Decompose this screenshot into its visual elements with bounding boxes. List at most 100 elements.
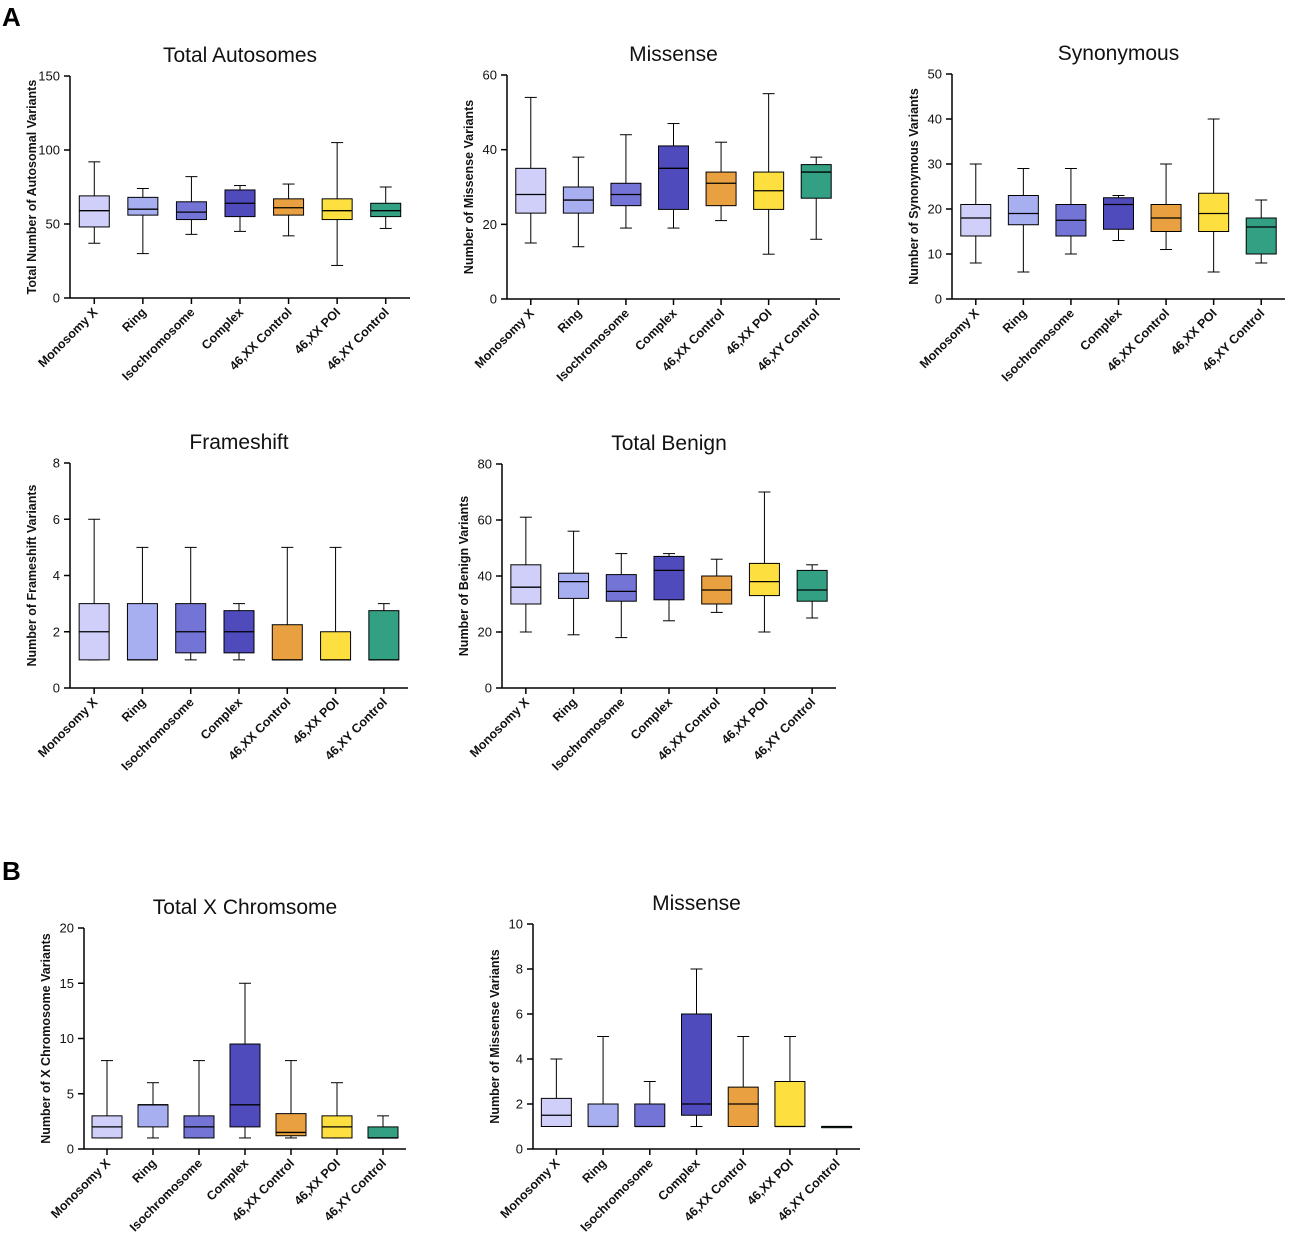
chart-title: Total Autosomes (163, 44, 317, 67)
box-iqr (137, 1104, 169, 1128)
x-tick-label: Ring (130, 1156, 160, 1186)
x-tick-label: Monosomy X (472, 306, 537, 371)
box-iqr (727, 1086, 759, 1127)
box-4 (653, 553, 685, 622)
y-tick-label: 20 (478, 625, 492, 640)
y-tick-label: 4 (53, 568, 60, 583)
box-5 (727, 1036, 759, 1127)
x-tick-label: Monosomy X (35, 695, 100, 760)
box-3 (634, 1081, 666, 1128)
box-5 (701, 558, 733, 613)
box-6 (321, 142, 353, 266)
x-tick-label: 46,XX POI (292, 305, 344, 357)
y-tick-label: 100 (38, 143, 60, 158)
y-tick-label: 0 (53, 291, 60, 306)
y-tick-label: 20 (483, 217, 497, 232)
box-1 (78, 161, 110, 244)
box-3 (183, 1060, 215, 1139)
box-1 (78, 518, 110, 661)
y-tick-label: 10 (928, 247, 942, 262)
box-iqr (1245, 217, 1277, 255)
box-iqr (320, 631, 352, 661)
y-tick-label: 0 (53, 681, 60, 696)
box-7 (370, 186, 402, 229)
box-iqr (1007, 195, 1039, 226)
y-tick-label: 8 (516, 962, 523, 977)
chart-5: Total Benign Number of Benign Variants 0 20… (457, 432, 836, 773)
box-iqr (634, 1103, 666, 1127)
x-tick-label: Ring (550, 695, 580, 725)
box-iqr (510, 564, 542, 605)
box-iqr (587, 1103, 619, 1127)
x-tick-label: Monosomy X (498, 1156, 563, 1221)
y-tick-label: 15 (60, 976, 74, 991)
y-tick-label: 10 (509, 917, 523, 932)
y-tick-label: 8 (53, 456, 60, 471)
x-tick-label: Complex (204, 1156, 251, 1203)
y-tick-label: 60 (478, 513, 492, 528)
panel-label-b: B (2, 856, 21, 886)
box-5 (1150, 163, 1182, 250)
box-6 (753, 93, 785, 255)
box-iqr (605, 574, 637, 602)
box-3 (610, 134, 642, 229)
box-iqr (748, 562, 780, 597)
box-1 (515, 96, 547, 244)
y-tick-label: 50 (46, 217, 60, 232)
x-tick-label: Complex (632, 306, 679, 353)
y-tick-label: 0 (490, 292, 497, 307)
box-iqr (653, 555, 685, 601)
box-6 (748, 491, 780, 633)
y-axis-label: Number of Missense Variants (488, 949, 502, 1123)
chart-3: Synonymous Number of Synonymous Variants 0… (907, 42, 1285, 384)
y-tick-label: 2 (53, 624, 60, 639)
box-4 (223, 603, 255, 661)
box-iqr (796, 569, 828, 602)
x-tick-label: Complex (198, 695, 245, 742)
y-axis-label: Number of Frameshift Variants (25, 484, 39, 666)
box-iqr (273, 198, 305, 216)
x-tick-label: Monosomy X (35, 305, 100, 370)
y-tick-label: 30 (928, 157, 942, 172)
y-tick-label: 80 (478, 457, 492, 472)
box-2 (587, 1036, 619, 1128)
box-iqr (558, 572, 590, 599)
y-tick-label: 0 (67, 1142, 74, 1157)
box-5 (271, 546, 303, 661)
chart-6: Total X Chromsome Number of X Chromosome … (39, 896, 406, 1234)
chart-title: Total Benign (611, 432, 727, 455)
y-axis-label: Number of X Chromosome Variants (39, 933, 53, 1144)
box-iqr (127, 196, 159, 216)
y-tick-label: 0 (485, 681, 492, 696)
box-2 (137, 1082, 169, 1139)
box-iqr (175, 201, 207, 221)
box-iqr (515, 167, 547, 214)
box-7 (800, 156, 832, 240)
box-2 (127, 187, 159, 255)
y-axis-label: Number of Synonymous Variants (907, 88, 921, 285)
box-iqr (271, 624, 303, 661)
box-iqr (774, 1081, 806, 1127)
box-iqr (1198, 192, 1230, 232)
x-tick-label: Monosomy X (467, 695, 532, 760)
box-iqr (658, 145, 689, 210)
x-tick-label: 46,XX POI (290, 695, 342, 747)
box-2 (562, 156, 594, 248)
y-tick-label: 150 (38, 69, 60, 84)
y-tick-label: 40 (928, 112, 942, 127)
x-tick-label: 46,XX POI (719, 695, 771, 747)
y-axis-label: Number of Missense Variants (462, 100, 476, 274)
y-tick-label: 2 (516, 1097, 523, 1112)
chart-7: Missense Number of Missense Variants 0 2 4 6 8… (488, 892, 860, 1234)
y-tick-label: 6 (53, 512, 60, 527)
box-5 (273, 183, 305, 237)
y-tick-label: 60 (483, 68, 497, 83)
box-iqr (960, 204, 992, 237)
panel-label-a: A (2, 2, 21, 32)
y-tick-label: 5 (67, 1086, 74, 1101)
box-6 (774, 1036, 806, 1128)
box-7 (367, 1115, 399, 1139)
x-tick-label: Ring (1000, 306, 1030, 336)
